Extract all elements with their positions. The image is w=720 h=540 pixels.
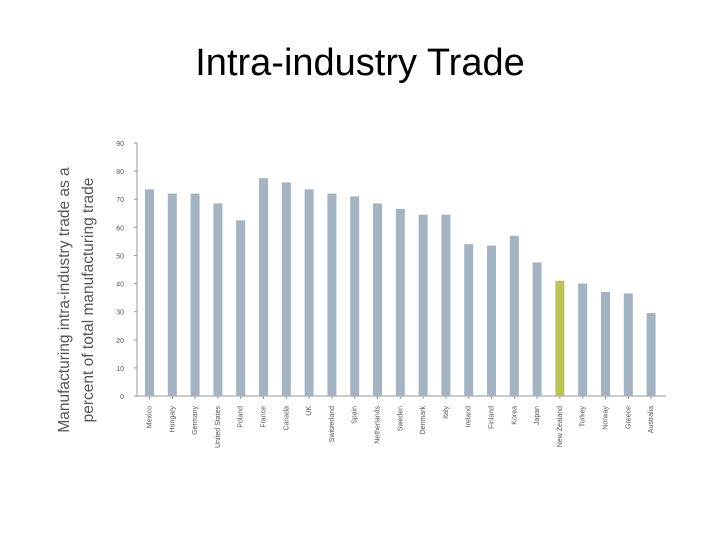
x-tick-label: Norway	[603, 406, 610, 430]
y-axis-label: Manufacturing intra-industry trade as a …	[41, 150, 121, 450]
x-tick-label: Spain	[352, 406, 359, 424]
bar	[623, 293, 633, 396]
x-tick-label: Canada	[283, 406, 290, 431]
bar	[190, 193, 200, 396]
y-tick-label: 10	[116, 366, 124, 373]
x-tick-label: United States	[215, 406, 222, 449]
bar	[236, 220, 246, 396]
x-tick-label: Greece	[625, 406, 632, 429]
x-tick-label: New Zealand	[557, 406, 564, 447]
x-tick-label: Ireland	[466, 406, 473, 428]
bar-highlighted	[555, 280, 565, 396]
x-tick-label: Hungary	[169, 406, 176, 433]
bar	[464, 244, 474, 396]
bar	[395, 209, 405, 396]
bar	[327, 193, 337, 396]
x-tick-label: Switzerland	[329, 406, 336, 442]
bar	[578, 283, 588, 396]
x-tick-label: Korea	[511, 406, 518, 425]
bar	[646, 313, 656, 396]
bar	[532, 262, 542, 396]
x-tick-label: Australia	[648, 406, 655, 433]
x-tick-label: Germany	[192, 406, 199, 435]
bar	[304, 189, 314, 396]
y-tick-label: 70	[116, 197, 124, 204]
y-tick-label: 30	[116, 310, 124, 317]
bar	[281, 182, 291, 396]
bar	[509, 235, 519, 396]
y-tick-label: 50	[116, 253, 124, 260]
x-tick-label: Sweden	[397, 406, 404, 431]
bar	[259, 178, 268, 396]
x-tick-label: Finland	[489, 406, 496, 429]
y-tick-label: 60	[116, 225, 124, 232]
y-tick-label: 0	[120, 394, 124, 401]
bar	[441, 214, 451, 396]
x-tick-label: Netherlands	[375, 406, 382, 444]
bar	[350, 196, 360, 396]
bar	[213, 203, 223, 396]
slide-title: Intra-industry Trade	[195, 42, 525, 84]
x-tick-label: Italy	[443, 406, 450, 419]
y-axis-label-line-1: Manufacturing intra-industry trade as a	[56, 167, 73, 433]
bar	[373, 203, 382, 396]
x-tick-label: Denmark	[420, 406, 427, 435]
x-tick-label: France	[261, 406, 268, 428]
y-tick-label: 40	[116, 282, 124, 289]
bar	[145, 189, 154, 396]
y-tick-label: 80	[116, 169, 124, 176]
x-tick-label: Turkey	[580, 406, 587, 428]
y-tick-label: 90	[116, 141, 124, 148]
x-tick-label: UK	[306, 406, 313, 416]
x-tick-label: Poland	[238, 406, 245, 428]
x-tick-label: Mexico	[147, 406, 154, 428]
y-axis-label-line-2: percent of total manufacturing trade	[80, 178, 97, 423]
bar	[167, 193, 177, 396]
x-tick-label: Japan	[534, 406, 541, 425]
bar	[418, 214, 428, 396]
bar	[487, 245, 496, 396]
bar	[601, 291, 610, 396]
y-tick-label: 20	[116, 338, 124, 345]
